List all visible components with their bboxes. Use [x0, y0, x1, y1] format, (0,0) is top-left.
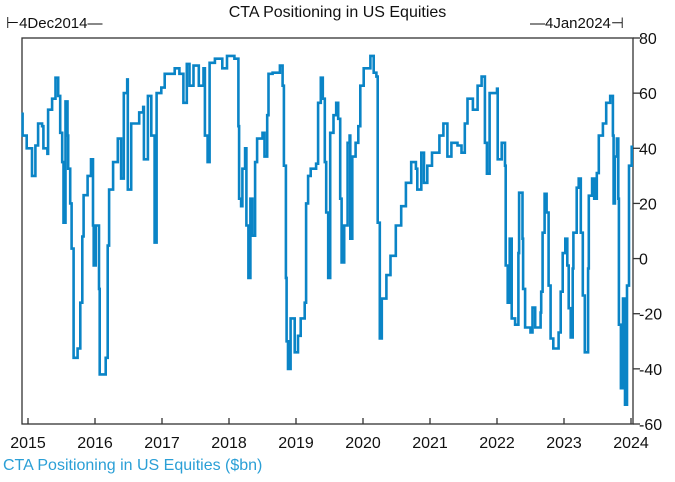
- y-tick-label: 60: [639, 86, 657, 103]
- x-tick-label: 2018: [211, 435, 247, 452]
- chart-title: CTA Positioning in US Equities: [228, 4, 447, 21]
- plot-frame: [21, 37, 634, 425]
- x-tick-label: 2016: [77, 435, 113, 452]
- y-tick-label: -60: [639, 417, 662, 434]
- y-tick-label: 80: [639, 31, 657, 48]
- y-tick-label: 40: [639, 141, 657, 158]
- x-tick-label: 2017: [144, 435, 180, 452]
- x-tick-label: 2019: [278, 435, 314, 452]
- y-tick-label: 0: [639, 252, 648, 269]
- legend-label: CTA Positioning in US Equities ($bn): [3, 457, 263, 474]
- y-tick-label: -20: [639, 307, 662, 324]
- x-tick-label: 2021: [412, 435, 448, 452]
- x-tick-label: 2020: [345, 435, 381, 452]
- y-tick-label: -40: [639, 362, 662, 379]
- y-tick-label: 20: [639, 196, 657, 213]
- x-tick-label: 2023: [546, 435, 582, 452]
- range-end-date: 4Jan2024: [545, 15, 611, 32]
- series-line: [21, 54, 633, 406]
- range-start-date: 4Dec2014: [19, 15, 88, 32]
- range-start-label: ⊢4Dec2014—: [6, 15, 103, 32]
- x-tick-label: 2022: [479, 435, 515, 452]
- x-tick-label: 2015: [10, 435, 46, 452]
- range-end-label: —4Jan2024⊣: [530, 15, 624, 32]
- x-tick-label: 2024: [613, 435, 649, 452]
